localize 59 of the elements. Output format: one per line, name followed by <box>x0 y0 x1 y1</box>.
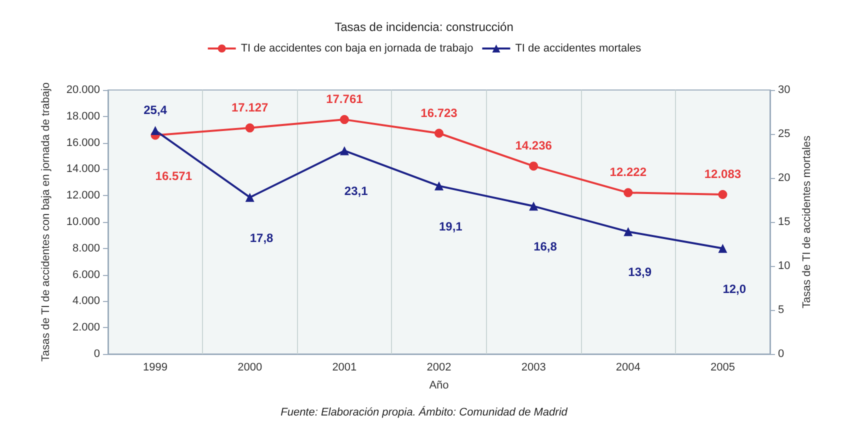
data-label: 12,0 <box>722 282 746 296</box>
y2-tick-label: 15 <box>778 216 790 228</box>
point <box>245 192 254 202</box>
x-axis-title: Año <box>429 380 449 392</box>
y-tick-label: 0 <box>94 348 100 360</box>
y-tick-label: 18.000 <box>66 110 100 122</box>
y2-tick-label: 10 <box>778 260 790 272</box>
point <box>434 128 444 138</box>
y-tick-label: 6.000 <box>72 268 100 281</box>
y2-tick-label: 30 <box>778 84 790 96</box>
y2-axis-title: Tasas de TI de accidentes mortales <box>801 135 814 308</box>
x-tick-label: 2003 <box>521 362 546 374</box>
y2-tick-label: 20 <box>778 172 790 184</box>
data-label: 23,1 <box>344 184 368 198</box>
y-tick-label: 4.000 <box>72 295 100 308</box>
y-tick-label: 20.000 <box>66 84 100 96</box>
point <box>624 227 633 236</box>
data-label: 16.723 <box>420 106 458 120</box>
point <box>340 146 349 156</box>
y-tick-label: 10.000 <box>66 216 100 228</box>
x-tick-label: 1999 <box>143 362 168 374</box>
point <box>529 202 538 211</box>
point <box>340 115 349 124</box>
x-tick-label: 2000 <box>238 362 262 374</box>
data-label: 13,9 <box>628 265 652 280</box>
data-label: 17.127 <box>232 100 269 114</box>
point <box>529 162 538 171</box>
data-label: 16.571 <box>155 168 192 183</box>
point <box>718 190 728 199</box>
data-label: 16,8 <box>534 240 558 254</box>
data-label: 14.236 <box>515 138 552 153</box>
y2-tick-label: 25 <box>778 128 790 140</box>
point <box>150 126 160 135</box>
data-label: 12.222 <box>610 165 647 180</box>
y-tick-label: 2.000 <box>72 322 100 334</box>
data-label: 17.761 <box>326 92 364 106</box>
point <box>718 244 728 253</box>
point <box>245 123 254 132</box>
x-tick-label: 2001 <box>332 362 357 374</box>
data-label: 12.083 <box>704 167 742 182</box>
data-label: 19,1 <box>439 219 463 234</box>
data-label: 17,8 <box>250 230 274 245</box>
y-tick-label: 12.000 <box>66 190 100 202</box>
point <box>434 181 444 190</box>
legend-label: TI de accidentes con baja en jornada de trabajo <box>240 42 474 54</box>
x-tick-label: 2004 <box>616 362 640 374</box>
legend-label: TI de accidentes mortales <box>515 42 642 54</box>
y-tick-label: 14.000 <box>66 163 100 176</box>
data-label: 25,4 <box>144 102 168 117</box>
y-tick-label: 16.000 <box>66 136 100 149</box>
y2-tick-label: 0 <box>778 348 784 360</box>
x-tick-label: 2005 <box>710 362 735 374</box>
x-tick-label: 2002 <box>426 362 452 374</box>
y-axis-title: Tasas de TI de accidentes con baja en jornada de trabajo <box>40 82 52 362</box>
y-tick-label: 8.000 <box>72 242 100 254</box>
y2-tick-label: 5 <box>778 304 784 316</box>
source-note: Fuente: Elaboración propia. Ámbito: Comunidad de Madrid <box>280 406 568 418</box>
point <box>624 188 633 198</box>
chart-title: Tasas de incidencia: construcción <box>334 20 514 34</box>
